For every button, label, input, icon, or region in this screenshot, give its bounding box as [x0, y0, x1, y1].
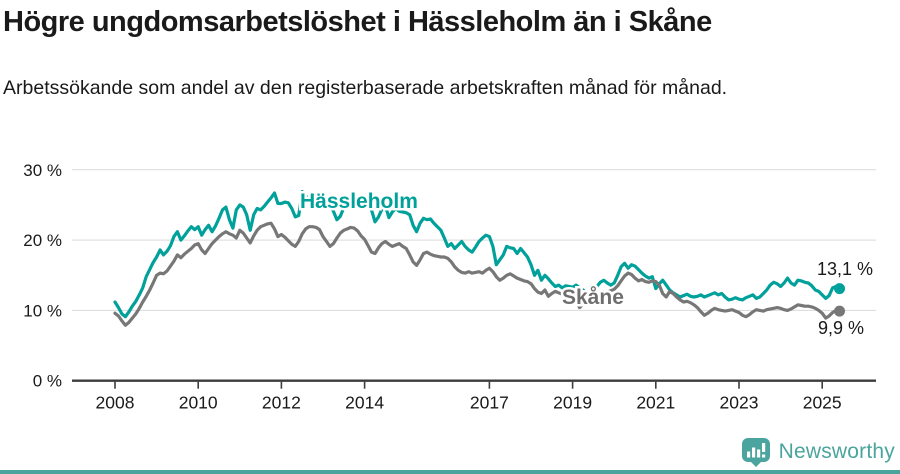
x-tick-label: 2012 — [262, 393, 301, 413]
series-line-skane — [113, 221, 842, 327]
y-tick-label: 0 % — [33, 372, 62, 391]
x-tick-label: 2023 — [720, 393, 759, 413]
y-tick-label: 30 % — [23, 161, 62, 180]
brand-name: Newsworthy — [778, 440, 895, 463]
newsworthy-bubble-chart-icon — [741, 438, 770, 467]
bottom-accent-bar — [0, 470, 900, 474]
series-end-dot-hassleholm — [834, 283, 846, 295]
series-line-hassleholm — [113, 189, 842, 319]
line-chart: 0 % 10 % 20 % 30 % 2008 2010 2012 2014 2017 2019 2… — [23, 161, 876, 413]
chart-title: Högre ungdomsarbetslöshet i Hässleholm ä… — [3, 6, 712, 38]
end-value-label-skane: 9,9 % — [818, 318, 864, 338]
x-tick-label: 2021 — [636, 393, 675, 413]
series-label-skane: Skåne — [562, 286, 624, 309]
y-tick-label: 10 % — [23, 301, 62, 320]
series-end-dot-skane — [834, 305, 846, 317]
x-tick-label: 2025 — [803, 393, 842, 413]
newsworthy-logo[interactable]: Newsworthy — [741, 437, 895, 467]
y-tick-label: 20 % — [23, 231, 62, 250]
x-tick-label: 2008 — [96, 393, 135, 413]
x-tick-label: 2017 — [470, 393, 509, 413]
x-tick-label: 2014 — [345, 393, 384, 413]
end-value-label-hassleholm: 13,1 % — [817, 259, 873, 279]
x-tick-label: 2019 — [553, 393, 592, 413]
x-tick-label: 2010 — [179, 393, 218, 413]
chart-subtitle: Arbetssökande som andel av den registerb… — [3, 77, 728, 99]
series-label-hassleholm: Hässleholm — [300, 190, 418, 213]
